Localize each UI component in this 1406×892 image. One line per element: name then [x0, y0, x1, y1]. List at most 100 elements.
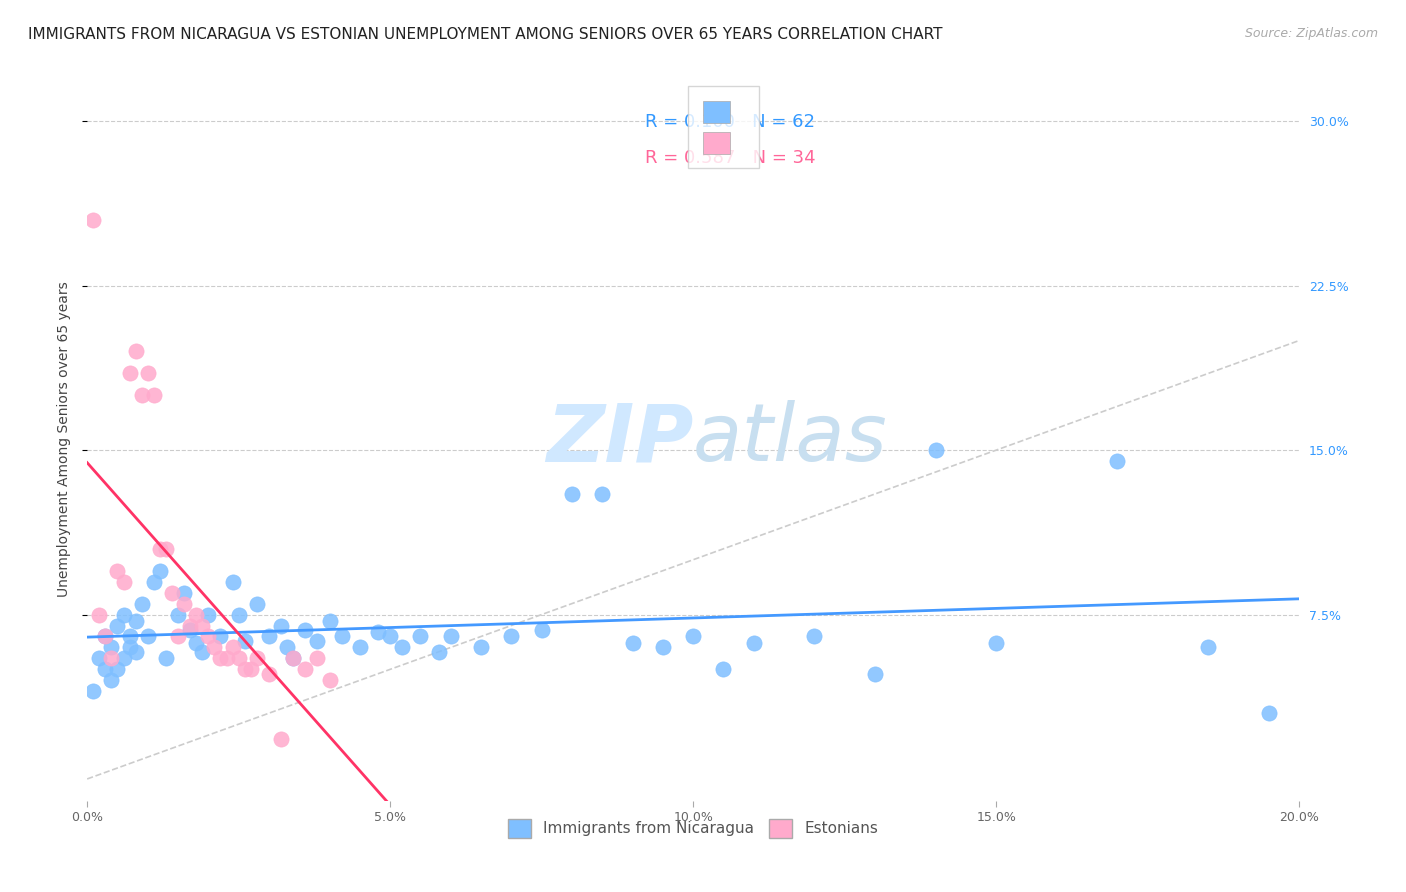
Point — [233, 633, 256, 648]
Point — [107, 564, 129, 578]
Point — [204, 640, 226, 655]
Point — [155, 651, 177, 665]
Point — [221, 640, 243, 655]
Point — [367, 625, 389, 640]
Point — [257, 666, 280, 681]
Point — [197, 607, 219, 622]
Point — [94, 662, 117, 676]
Text: Source: ZipAtlas.com: Source: ZipAtlas.com — [1244, 27, 1378, 40]
Point — [89, 651, 111, 665]
Point — [167, 630, 190, 644]
Point — [155, 541, 177, 556]
Point — [107, 662, 129, 676]
Point — [986, 636, 1008, 650]
Point — [1107, 454, 1129, 468]
Point — [294, 662, 316, 676]
Point — [924, 443, 946, 458]
Text: R = 0.100   N = 62: R = 0.100 N = 62 — [645, 112, 814, 130]
Legend: Immigrants from Nicaragua, Estonians: Immigrants from Nicaragua, Estonians — [502, 813, 884, 844]
Point — [742, 636, 765, 650]
Point — [228, 607, 250, 622]
Point — [118, 640, 141, 655]
Point — [89, 607, 111, 622]
Point — [307, 633, 329, 648]
Point — [863, 666, 886, 681]
Point — [112, 574, 135, 589]
Point — [591, 487, 613, 501]
Point — [427, 645, 450, 659]
Point — [136, 630, 159, 644]
Point — [209, 651, 232, 665]
Point — [124, 645, 146, 659]
Point — [100, 673, 122, 688]
Point — [136, 367, 159, 381]
Point — [112, 651, 135, 665]
Point — [209, 630, 232, 644]
Point — [246, 651, 269, 665]
Point — [270, 618, 292, 632]
Point — [651, 640, 673, 655]
Point — [100, 640, 122, 655]
Point — [713, 662, 735, 676]
Point — [318, 673, 340, 688]
Point — [283, 651, 305, 665]
Point — [380, 630, 402, 644]
Point — [118, 367, 141, 381]
Point — [228, 651, 250, 665]
Point — [501, 630, 523, 644]
Point — [107, 618, 129, 632]
Text: atlas: atlas — [693, 401, 889, 478]
Point — [239, 662, 262, 676]
Point — [197, 630, 219, 644]
Point — [100, 651, 122, 665]
Point — [349, 640, 371, 655]
Point — [82, 213, 104, 227]
Point — [167, 607, 190, 622]
Point — [440, 630, 463, 644]
Point — [131, 388, 153, 402]
Point — [191, 645, 214, 659]
Point — [294, 623, 316, 637]
Point — [246, 597, 269, 611]
Point — [1197, 640, 1219, 655]
Point — [179, 623, 201, 637]
Point — [391, 640, 413, 655]
Point — [803, 630, 825, 644]
Point — [470, 640, 492, 655]
Y-axis label: Unemployment Among Seniors over 65 years: Unemployment Among Seniors over 65 years — [58, 281, 72, 597]
Point — [318, 614, 340, 628]
Point — [94, 630, 117, 644]
Point — [186, 607, 208, 622]
Point — [112, 607, 135, 622]
Point — [94, 630, 117, 644]
Text: ZIP: ZIP — [546, 401, 693, 478]
Point — [561, 487, 583, 501]
Point — [215, 651, 238, 665]
Point — [186, 636, 208, 650]
Point — [173, 585, 195, 599]
Point — [173, 597, 195, 611]
Point — [621, 636, 644, 650]
Point — [142, 388, 165, 402]
Point — [149, 541, 172, 556]
Point — [221, 574, 243, 589]
Point — [191, 618, 214, 632]
Point — [409, 630, 432, 644]
Point — [283, 651, 305, 665]
Point — [682, 630, 704, 644]
Point — [276, 640, 298, 655]
Text: R = 0.587   N = 34: R = 0.587 N = 34 — [645, 149, 815, 167]
Point — [307, 651, 329, 665]
Point — [179, 618, 201, 632]
Point — [160, 585, 183, 599]
Text: IMMIGRANTS FROM NICARAGUA VS ESTONIAN UNEMPLOYMENT AMONG SENIORS OVER 65 YEARS C: IMMIGRANTS FROM NICARAGUA VS ESTONIAN UN… — [28, 27, 942, 42]
Point — [142, 574, 165, 589]
Point — [270, 732, 292, 747]
Point — [82, 684, 104, 698]
Point — [257, 630, 280, 644]
Point — [124, 614, 146, 628]
Point — [330, 630, 353, 644]
Point — [1258, 706, 1281, 721]
Point — [530, 623, 553, 637]
Point — [233, 662, 256, 676]
